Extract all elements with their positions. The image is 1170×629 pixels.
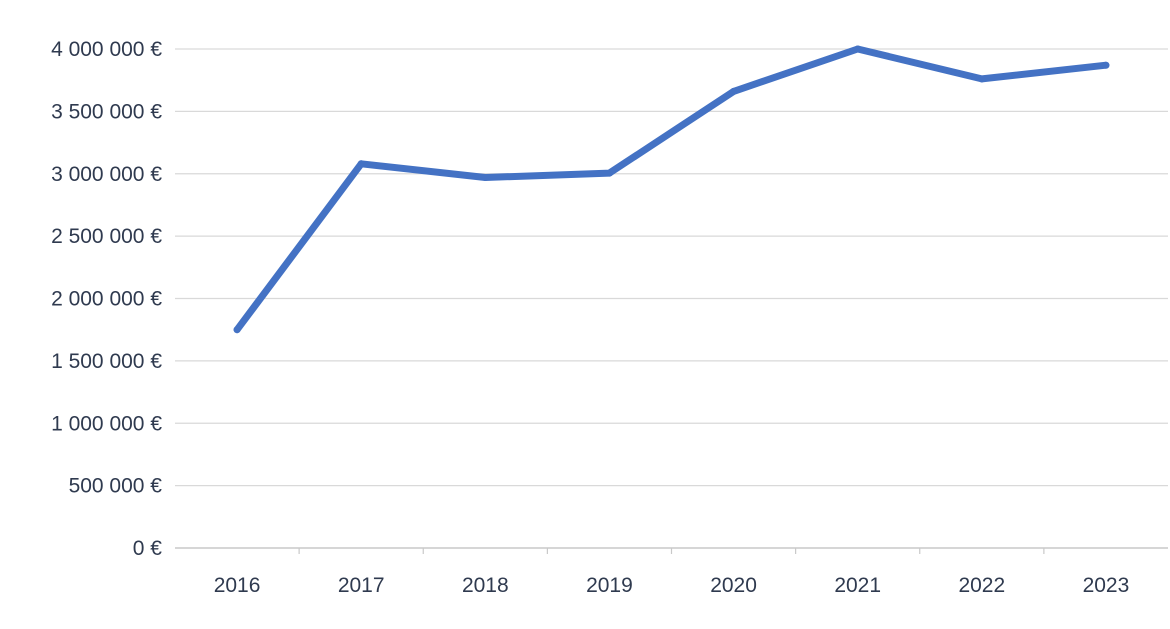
data-point <box>1102 61 1110 69</box>
data-point <box>605 169 613 177</box>
data-point <box>233 326 241 334</box>
y-tick-label: 0 € <box>133 537 163 560</box>
y-tick-label: 2 500 000 € <box>51 225 162 248</box>
y-tick-label: 2 000 000 € <box>51 288 162 311</box>
x-tick-label: 2021 <box>834 574 881 597</box>
gridlines <box>175 48 1168 549</box>
data-point <box>357 160 365 168</box>
x-tick-label: 2020 <box>710 574 757 597</box>
x-axis-tick-marks <box>298 548 1045 554</box>
y-tick-label: 500 000 € <box>69 475 163 498</box>
y-tick-label: 1 000 000 € <box>51 412 162 435</box>
x-tick-label: 2017 <box>338 574 385 597</box>
y-tick-label: 1 500 000 € <box>51 350 162 373</box>
data-point <box>978 75 986 83</box>
y-tick-label: 4 000 000 € <box>51 38 162 61</box>
data-point <box>481 173 489 181</box>
y-tick-label: 3 500 000 € <box>51 100 162 123</box>
x-axis-tick-labels: 2016 2017 2018 2019 2020 2021 2022 2023 <box>214 574 1130 597</box>
series-layer <box>233 45 1110 334</box>
data-point <box>854 45 862 53</box>
y-tick-label: 3 000 000 € <box>51 163 162 186</box>
y-axis-tick-labels: 0 € 500 000 € 1 000 000 € 1 500 000 € 2 000 … <box>51 38 162 560</box>
x-tick-label: 2022 <box>958 574 1005 597</box>
data-point <box>730 87 738 95</box>
x-tick-label: 2023 <box>1083 574 1130 597</box>
x-tick-label: 2016 <box>214 574 261 597</box>
x-tick-label: 2018 <box>462 574 509 597</box>
series-line <box>233 45 1110 334</box>
x-tick-label: 2019 <box>586 574 633 597</box>
